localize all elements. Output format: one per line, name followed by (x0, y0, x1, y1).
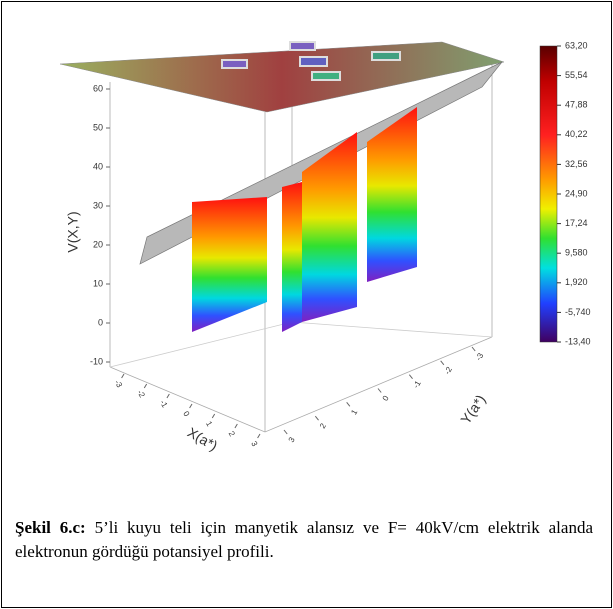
caption-label: Şekil 6.c: (15, 518, 86, 537)
colorbar-tick-label: 1,920 (565, 277, 588, 287)
y-tick-label: -2 (443, 365, 455, 376)
z-tick-label: 30 (93, 200, 103, 210)
y-tick (346, 402, 351, 407)
y-axis-label: Y(a*) (457, 392, 488, 427)
x-tick (166, 393, 170, 399)
x-tick (234, 423, 238, 429)
x-tick-label: -3 (113, 378, 125, 389)
colorbar-tick-label: -13,40 (565, 336, 591, 346)
caption: Şekil 6.c: 5’li kuyu teli için manyetik … (15, 516, 593, 564)
colorbar-tick-label: 24,90 (565, 188, 588, 198)
y-tick-label: 3 (287, 435, 297, 444)
y-tick (314, 415, 319, 421)
z-tick-label: 40 (93, 161, 103, 171)
y-tick (283, 429, 288, 435)
y-tick-label: 0 (381, 394, 391, 403)
colorbar-tick-label: 9,580 (565, 248, 588, 258)
well-bars (192, 107, 417, 332)
y-tick-label: 2 (318, 421, 328, 430)
z-tick-label: -10 (90, 356, 103, 366)
y-tick-label: 1 (349, 407, 359, 416)
z-tick-label: 50 (93, 122, 103, 132)
z-tick-label: 60 (93, 83, 103, 93)
x-tick-label: -2 (135, 388, 147, 399)
y-tick-label: -1 (411, 379, 423, 390)
colorbar (539, 45, 558, 343)
x-tick-label: 3 (249, 440, 259, 449)
y-tick (471, 346, 476, 352)
colorbar-tick-label: 32,56 (565, 159, 588, 169)
z-axis-label: V(X,Y) (65, 211, 81, 252)
colorbar-tick-label: 40,22 (565, 129, 588, 139)
x-tick (257, 433, 261, 439)
x-tick (189, 403, 193, 409)
x-tick (143, 383, 148, 389)
y-tick-label: -3 (474, 351, 486, 362)
colorbar-tick-label: 47,88 (565, 100, 588, 110)
x-tick-label: 0 (181, 410, 191, 419)
x-tick-label: -1 (158, 398, 170, 409)
wells (221, 41, 401, 81)
x-tick (211, 413, 216, 419)
x-tick-label: 2 (227, 430, 237, 439)
x-axis-label: X(a*) (185, 424, 221, 454)
y-tick (377, 388, 382, 393)
x-tick (121, 373, 125, 379)
colorbar-tick-label: 63,20 (565, 40, 588, 50)
y-tick (440, 360, 445, 366)
z-tick-label: 20 (93, 239, 103, 249)
caption-text: 5’li kuyu teli için manyetik alansız ve … (15, 518, 593, 561)
z-tick-label: 0 (98, 317, 103, 327)
x-tick-label: 1 (204, 420, 214, 429)
colorbar-tick-label: 55,54 (565, 70, 588, 80)
colorbar-tick-label: -5,740 (565, 307, 591, 317)
z-tick-label: 10 (93, 278, 103, 288)
y-tick (408, 374, 413, 379)
surface-plot: V(X,Y) X(a*) Y(a*) -100102030405060-3-2-… (59, 40, 591, 454)
colorbar-tick-label: 17,24 (565, 218, 588, 228)
